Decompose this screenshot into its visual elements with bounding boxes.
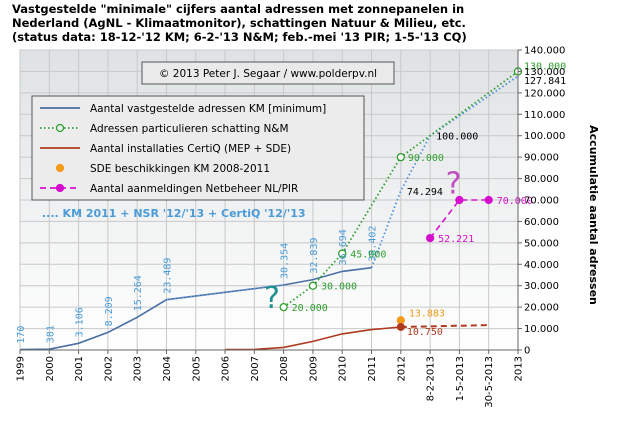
x-tick-label: 2005: [191, 356, 202, 381]
x-tick-label: 2007: [250, 356, 261, 381]
title-line: (status data: 18-12-'12 KM; 6-2-'13 N&M;…: [12, 30, 467, 44]
y-tick-label: 30.000: [524, 281, 559, 292]
data-point: [455, 195, 464, 205]
y-tick-label: 120.000: [524, 88, 565, 99]
x-tick-label: 2006: [221, 356, 232, 381]
legend-frame: [31, 95, 365, 201]
data-point: [338, 249, 347, 258]
data-point: [484, 195, 493, 205]
title-line: Vastgestelde "minimale" cijfers aantal a…: [12, 2, 464, 16]
legend-marker: [55, 123, 65, 133]
series-3-line: [283, 70, 519, 308]
data-point: [425, 233, 435, 243]
data-point: [396, 152, 405, 162]
x-tick-label: 1999: [16, 356, 27, 381]
y-tick-label: 100.000: [524, 131, 565, 142]
data-label: 127.841: [524, 76, 566, 87]
y-axis-title: Accumulatie aantal adressen: [587, 125, 600, 305]
x-tick-label: 2012: [396, 356, 407, 381]
legend-entry: Aantal installaties CertiQ (MEP + SDE): [90, 143, 291, 155]
data-label: 36.694: [338, 229, 349, 265]
data-label: 23.489: [162, 258, 173, 294]
data-label: 20.000: [292, 303, 328, 314]
data-point: [279, 302, 288, 312]
data-label: 52.221: [438, 234, 474, 245]
data-label: 45.000: [350, 250, 386, 261]
series-2-line: [370, 75, 519, 269]
data-label: 100.000: [436, 132, 478, 143]
annotation-text: .... KM 2011 + NSR '12/'13 + CertiQ '12/…: [42, 207, 306, 220]
series-0-line: [19, 266, 372, 351]
x-tick-label: 2001: [74, 356, 85, 381]
data-label: 74.294: [407, 187, 443, 198]
series-4-line: [225, 326, 401, 351]
y-tick-label: 40.000: [524, 260, 559, 271]
data-label: 32.839: [309, 238, 320, 274]
x-tick-label: 2009: [308, 356, 319, 381]
y-tick-label: 10.000: [524, 324, 559, 335]
legend: Aantal vastgestelde adressen KM [minimum…: [31, 95, 365, 201]
data-point: [396, 322, 405, 331]
legend-entry: Adressen particulieren schatting N&M: [90, 123, 289, 135]
y-tick-label: 110.000: [524, 110, 565, 121]
y-tick-label: 0: [524, 346, 530, 357]
legend-marker: [55, 183, 65, 193]
x-tick-label: 30-5-2013: [484, 356, 495, 408]
data-point: [396, 316, 405, 325]
x-tick-label: 2008: [279, 356, 290, 381]
data-label: 130.000: [524, 61, 566, 72]
y-tick-label: 140.000: [524, 46, 565, 57]
data-label: 8.209: [104, 296, 115, 326]
series-4-extension: [400, 324, 489, 328]
x-tick-label: 2004: [162, 356, 173, 381]
data-label: 30.354: [280, 243, 291, 279]
data-label: 381: [45, 325, 56, 343]
question-mark: ?: [446, 167, 462, 202]
y-tick-label: 20.000: [524, 303, 559, 314]
legend-entry: Aantal vastgestelde adressen KM [minimum…: [90, 103, 326, 115]
x-tick-label: 2010: [338, 356, 349, 381]
x-tick-label: 8-2-2013: [426, 356, 437, 401]
y-tick-label: 130.000: [524, 67, 565, 78]
copyright-frame: [141, 61, 395, 85]
data-label: 30.000: [321, 282, 357, 293]
data-label: 13.883: [409, 308, 445, 319]
data-point: [308, 281, 318, 290]
data-label: 170: [16, 326, 27, 344]
y-axis: 0 10.000 20.000 30.000 40.000 50.000 60.000 70.…: [517, 46, 565, 357]
data-labels: 170 381 3.106 8.209 15.264 23.489 30.354 32.839…: [16, 61, 566, 343]
series-layer: [19, 67, 523, 351]
x-tick-label: 2011: [367, 356, 378, 381]
y-tick-label: 80.000: [524, 174, 559, 185]
data-label: 70.000: [497, 196, 533, 207]
y-axis-label: Accumulatie aantal adressen: [587, 125, 600, 305]
data-label: 10.750: [407, 327, 443, 338]
data-label: 15.264: [133, 275, 144, 311]
data-label: 3.106: [75, 307, 86, 337]
data-label: 38.402: [368, 226, 379, 262]
legend-marker: [55, 163, 65, 173]
data-label: 90.000: [408, 153, 444, 164]
copyright-box: © 2013 Peter J. Segaar / www.polderpv.nl: [141, 61, 395, 85]
x-tick-label: 2000: [45, 356, 56, 381]
copyright-text: © 2013 Peter J. Segaar / www.polderpv.nl: [159, 68, 377, 80]
x-axis: 1999 2000 2001 2002 2003 2004 2005 2006 2007 2008…: [16, 349, 525, 408]
annotations: .... KM 2011 + NSR '12/'13 + CertiQ '12/…: [42, 167, 462, 317]
y-tick-label: 50.000: [524, 238, 559, 249]
y-tick-label: 70.000: [524, 196, 559, 207]
y-tick-label: 90.000: [524, 153, 559, 164]
x-tick-label: 2003: [133, 356, 144, 381]
x-tick-label: 2013: [514, 356, 525, 381]
legend-entry: SDE beschikkingen KM 2008-2011: [90, 163, 270, 175]
title-line: Nederland (AgNL - Klimaatmonitor), schat…: [12, 16, 466, 30]
x-tick-label: 2002: [103, 356, 114, 381]
question-mark: ?: [264, 281, 280, 316]
x-tick-label: 1-5-2013: [455, 356, 466, 401]
y-tick-label: 60.000: [524, 217, 559, 228]
legend-entry: Aantal aanmeldingen Netbeheer NL/PIR: [90, 183, 298, 195]
chart-title: Vastgestelde "minimale" cijfers aantal a…: [12, 2, 467, 44]
